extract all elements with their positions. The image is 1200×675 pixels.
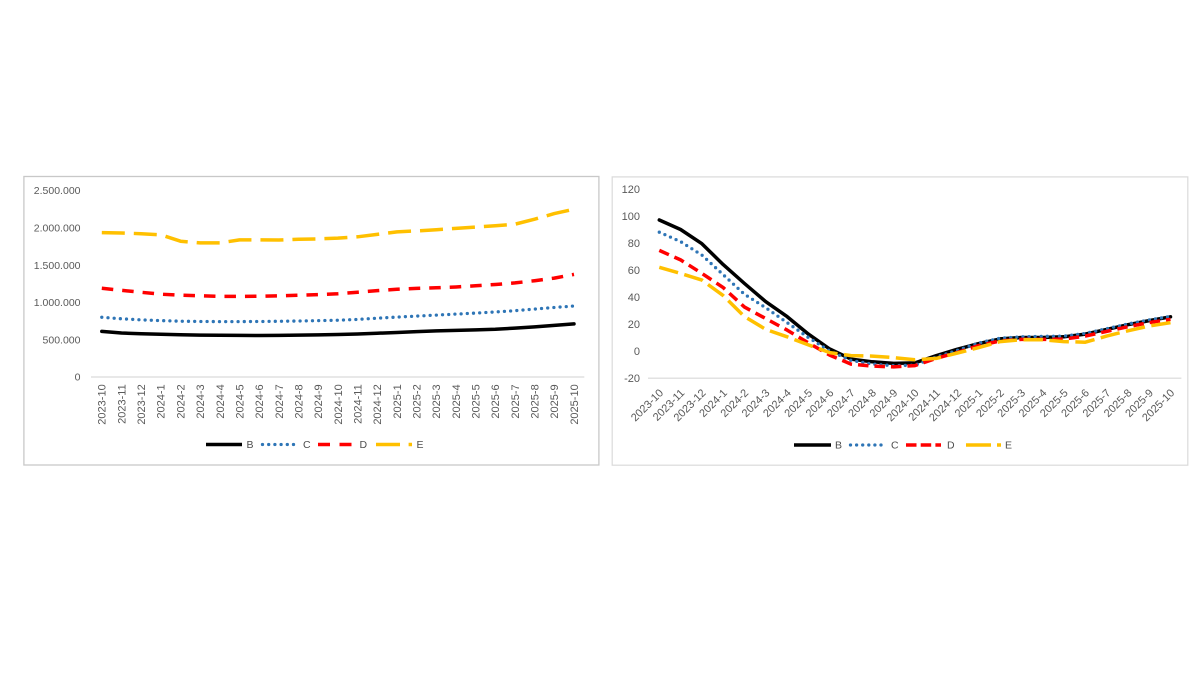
svg-text:2024-12: 2024-12 [372, 384, 384, 424]
svg-text:2023-11: 2023-11 [116, 384, 128, 424]
svg-text:40: 40 [628, 292, 640, 304]
svg-text:2024-11: 2024-11 [353, 384, 365, 424]
svg-text:2024-1: 2024-1 [156, 384, 168, 418]
svg-text:2023-12: 2023-12 [136, 384, 148, 424]
svg-text:2025-7: 2025-7 [510, 384, 522, 418]
svg-text:0: 0 [75, 372, 81, 384]
svg-text:2024-3: 2024-3 [195, 384, 207, 418]
svg-text:2024-5: 2024-5 [234, 384, 246, 418]
svg-text:2024-4: 2024-4 [215, 384, 227, 418]
svg-text:E: E [417, 439, 424, 451]
svg-text:0: 0 [634, 346, 640, 358]
svg-text:-20: -20 [624, 373, 640, 385]
svg-text:2025-2: 2025-2 [412, 384, 424, 418]
svg-text:C: C [891, 440, 899, 452]
svg-text:2024-9: 2024-9 [313, 384, 325, 418]
svg-text:1.000.000: 1.000.000 [34, 297, 81, 309]
svg-text:2.500.000: 2.500.000 [34, 185, 81, 197]
svg-text:100: 100 [622, 211, 640, 223]
svg-text:2025-5: 2025-5 [471, 384, 483, 418]
svg-text:D: D [360, 439, 368, 451]
svg-text:500.000: 500.000 [43, 334, 81, 346]
svg-text:2025-8: 2025-8 [530, 384, 542, 418]
svg-text:2025-6: 2025-6 [490, 384, 502, 418]
svg-text:2025-4: 2025-4 [451, 384, 463, 418]
svg-text:2.000.000: 2.000.000 [34, 223, 81, 235]
svg-text:1.500.000: 1.500.000 [34, 260, 81, 272]
svg-text:2024-8: 2024-8 [293, 384, 305, 418]
svg-text:B: B [247, 439, 254, 451]
svg-text:2023-10: 2023-10 [97, 384, 109, 424]
svg-text:2025-10: 2025-10 [569, 384, 581, 424]
svg-text:2025-3: 2025-3 [431, 384, 443, 418]
svg-text:C: C [303, 439, 311, 451]
svg-text:60: 60 [628, 265, 640, 277]
svg-text:120: 120 [622, 184, 640, 196]
svg-text:2025-1: 2025-1 [392, 384, 404, 418]
svg-text:B: B [835, 440, 842, 452]
svg-text:2025-9: 2025-9 [549, 384, 561, 418]
svg-text:80: 80 [628, 238, 640, 250]
svg-text:2024-2: 2024-2 [175, 384, 187, 418]
svg-text:20: 20 [628, 319, 640, 331]
svg-text:D: D [947, 440, 955, 452]
svg-text:E: E [1005, 440, 1012, 452]
svg-text:2024-6: 2024-6 [254, 384, 266, 418]
svg-text:2024-10: 2024-10 [333, 384, 345, 424]
svg-text:2024-7: 2024-7 [274, 384, 286, 418]
